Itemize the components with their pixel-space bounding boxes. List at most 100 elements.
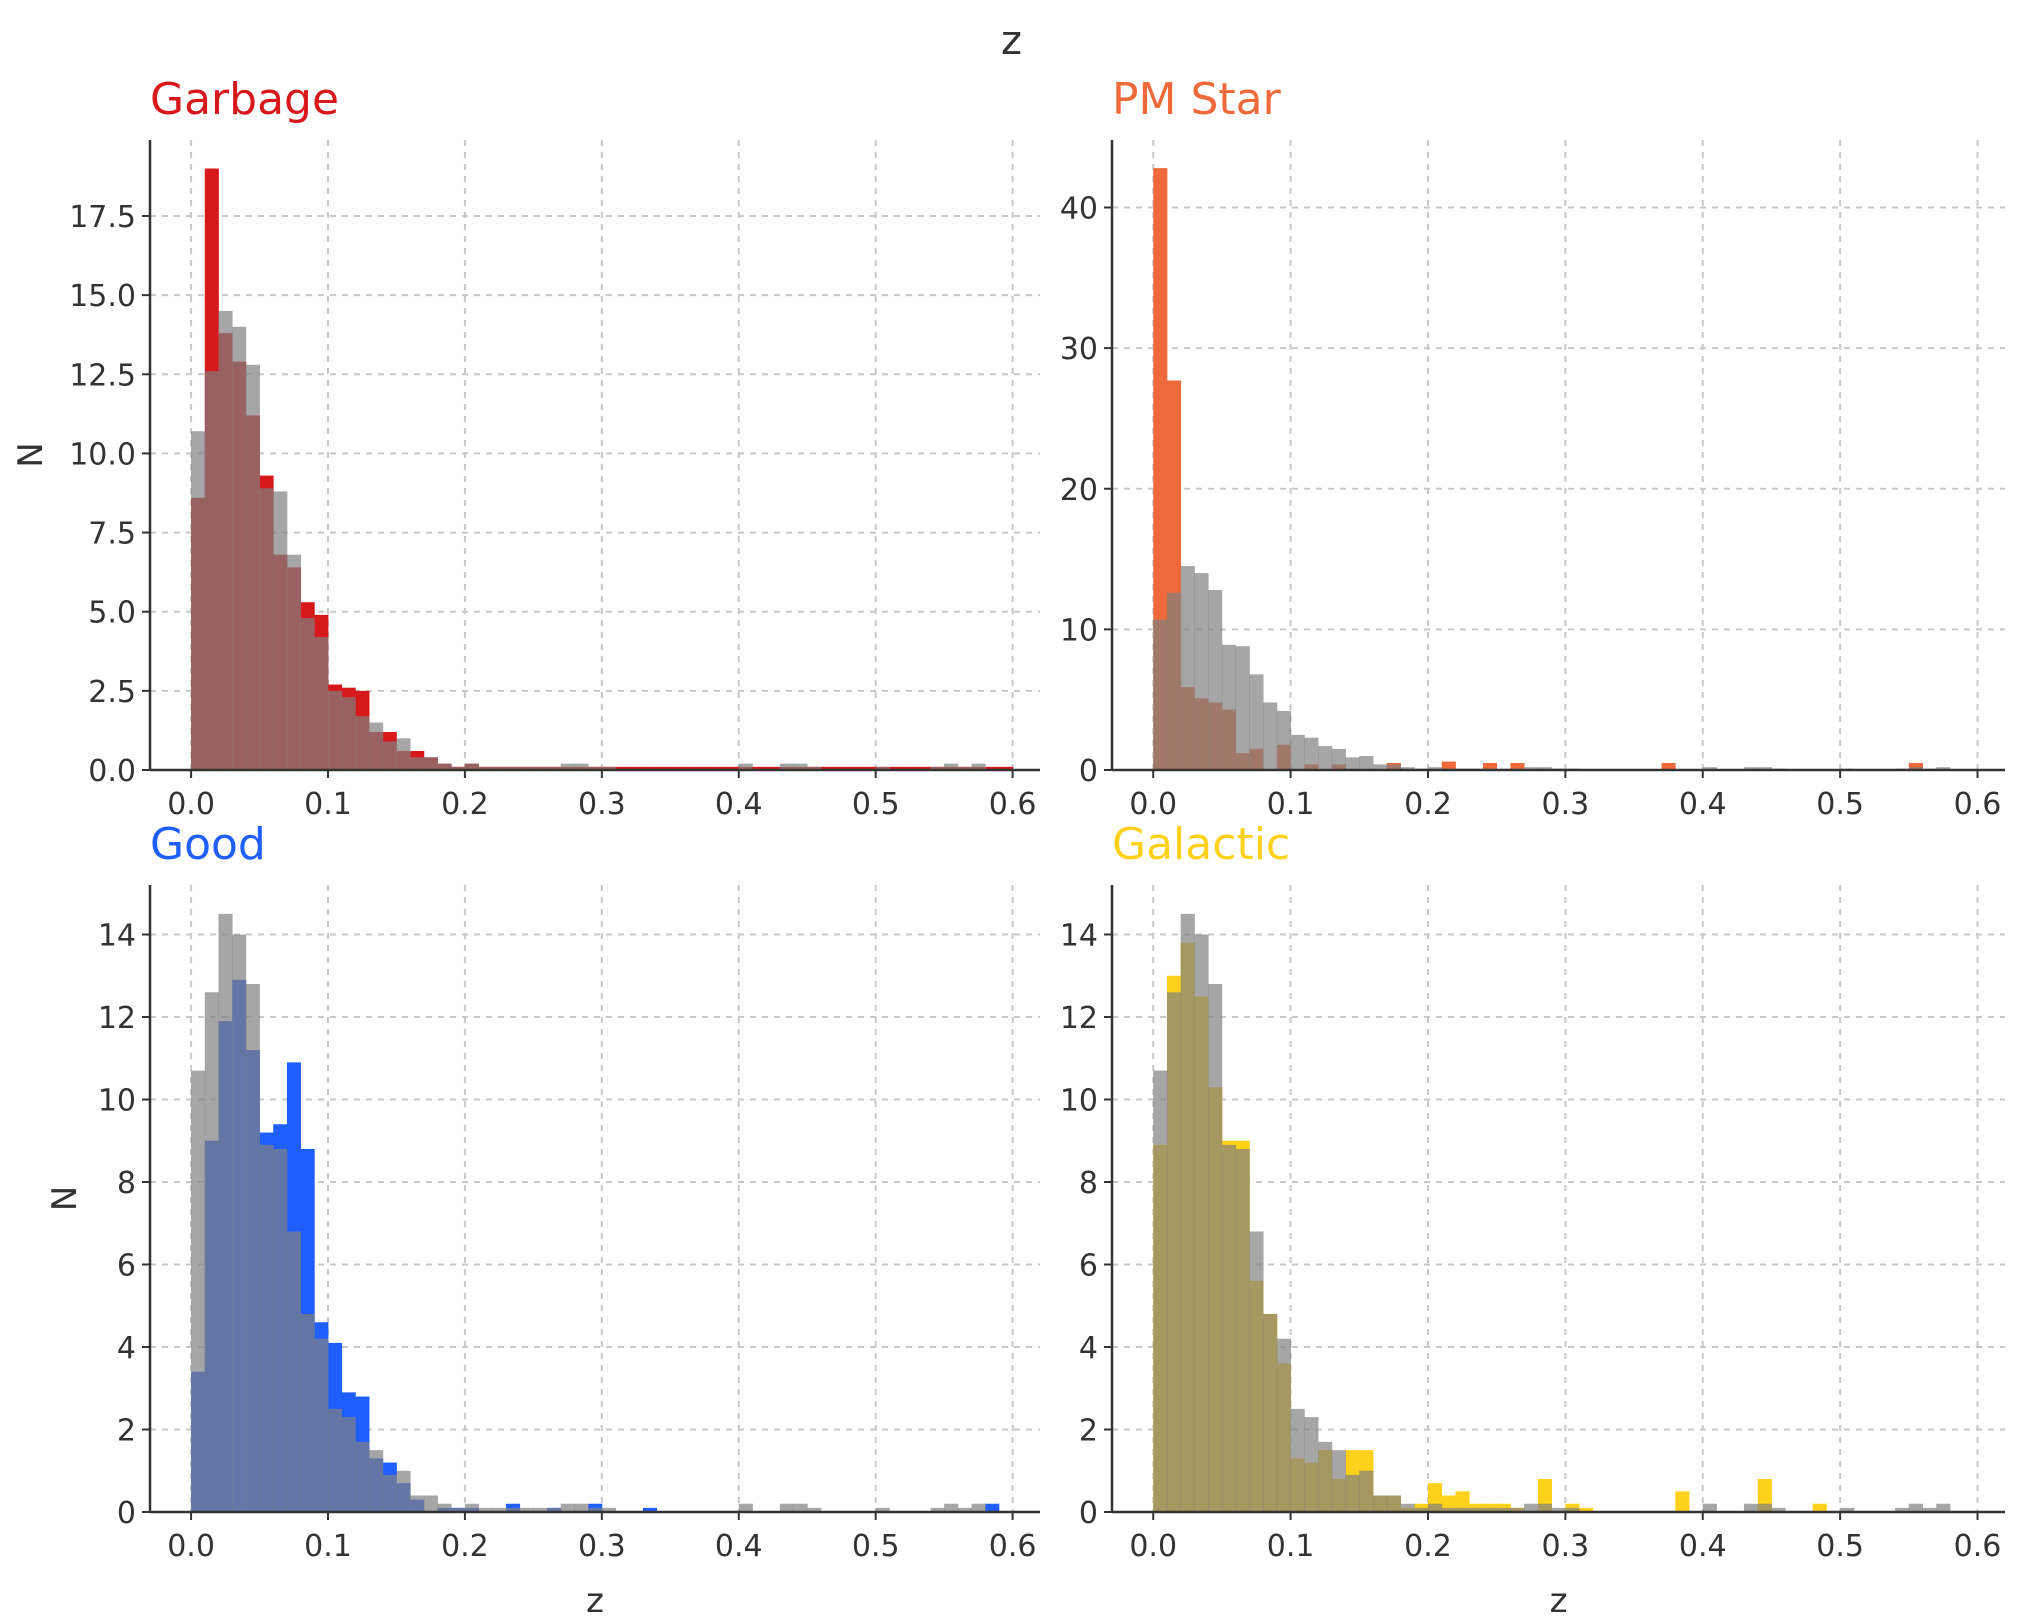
bar-reference-bar-18 (437, 763, 452, 770)
bar-reference-bar-23 (1469, 1507, 1484, 1513)
bar-reference-bar-21 (478, 766, 493, 770)
bar-reference-bar-26 (547, 766, 562, 770)
bar-reference-bar-6 (273, 491, 288, 770)
bar-pm-star-bar-21 (1441, 761, 1456, 770)
xtick-label-6: 0.6 (989, 1529, 1037, 1564)
xtick-label-2: 0.2 (1404, 1529, 1452, 1564)
bar-reference-bar-54 (1895, 1507, 1910, 1513)
ytick-label-7: 17.5 (69, 200, 136, 235)
bar-reference-bar-6 (1235, 646, 1250, 770)
xtick-label-5: 0.5 (852, 1529, 900, 1564)
xtick-label-0: 0.0 (167, 1529, 215, 1564)
bar-reference-bar-4 (1208, 590, 1223, 770)
bar-reference-bar-55 (944, 1503, 959, 1512)
panel-title-good: Good (150, 819, 266, 870)
bar-pm-star-bar-24 (1482, 762, 1498, 770)
bar-reference-bar-3 (232, 326, 247, 770)
bar-reference-bar-14 (1345, 1474, 1360, 1513)
bar-reference-bar-15 (1359, 1470, 1374, 1512)
xtick-label-0: 0.0 (1129, 1529, 1177, 1564)
bar-garbage-bar-42 (766, 766, 781, 770)
xtick-label-4: 0.4 (715, 787, 763, 822)
xtick-label-1: 0.1 (1267, 787, 1315, 822)
ytick-label-3: 7.5 (88, 517, 136, 552)
bar-reference-bar-13 (1331, 748, 1346, 770)
bar-good-bar-23 (506, 1503, 521, 1512)
bar-reference-bar-28 (1537, 1503, 1553, 1512)
bar-reference-bar-14 (382, 741, 397, 770)
bar-reference-bar-20 (464, 1503, 480, 1512)
bar-reference-bar-11 (1304, 737, 1319, 770)
bar-reference-bar-22 (492, 766, 507, 770)
bar-reference-bar-43 (1743, 767, 1759, 770)
xtick-label-5: 0.5 (1816, 1529, 1864, 1564)
xtick-label-5: 0.5 (852, 787, 900, 822)
bar-reference-bar-7 (286, 554, 302, 770)
xtick-label-6: 0.6 (1954, 1529, 2002, 1564)
bar-reference-bar-27 (1524, 767, 1539, 770)
bar-reference-bar-6 (1235, 1149, 1250, 1512)
panel-title-galactic: Galactic (1112, 819, 1290, 870)
bar-reference-bar-54 (930, 766, 945, 770)
bar-reference-bar-18 (1400, 1503, 1415, 1512)
xtick-label-1: 0.1 (304, 1529, 352, 1564)
bar-reference-bar-12 (1318, 746, 1333, 770)
ytick-label-2: 20 (1060, 473, 1098, 508)
bar-reference-bar-15 (396, 1470, 411, 1512)
bar-reference-bar-44 (1757, 1503, 1772, 1512)
bar-reference-bar-43 (779, 1503, 794, 1512)
bar-reference-bar-56 (957, 766, 972, 770)
bar-reference-bar-10 (328, 1408, 343, 1513)
bar-reference-bar-40 (1702, 767, 1717, 770)
bar-garbage-bar-53 (916, 766, 931, 770)
bar-reference-bar-30 (601, 766, 616, 770)
bar-reference-bar-13 (369, 1450, 384, 1513)
ytick-label-4: 40 (1060, 192, 1098, 227)
bar-reference-bar-2 (1180, 913, 1195, 1513)
bar-reference-bar-0 (1153, 619, 1168, 770)
bar-reference-bar-17 (423, 1495, 438, 1512)
bar-pm-star-bar-37 (1661, 762, 1676, 770)
bar-reference-bar-54 (930, 1507, 945, 1513)
bar-reference-bar-25 (533, 766, 548, 770)
bar-reference-bar-26 (547, 1507, 562, 1513)
bar-galactic-bar-30 (1565, 1503, 1580, 1512)
bar-reference-bar-24 (519, 766, 534, 770)
bar-reference-bar-44 (1757, 767, 1772, 770)
ytick-label-5: 10 (98, 1084, 136, 1119)
bar-garbage-bar-35 (670, 766, 685, 770)
ytick-label-0: 0 (117, 1496, 136, 1531)
bar-reference-bar-57 (971, 763, 986, 770)
bar-reference-bar-7 (286, 1231, 302, 1512)
bar-reference-bar-17 (1386, 764, 1401, 771)
bar-garbage-bar-46 (820, 766, 836, 770)
bar-reference-bar-18 (1400, 767, 1415, 770)
bar-reference-bar-2 (218, 310, 233, 770)
bar-reference-bar-25 (1496, 1507, 1511, 1513)
bar-reference-bar-30 (601, 1507, 616, 1513)
bar-reference-bar-40 (1702, 1503, 1717, 1512)
bar-reference-bar-0 (1153, 1070, 1168, 1513)
xtick-label-6: 0.6 (989, 787, 1037, 822)
bar-galactic-bar-31 (1579, 1507, 1594, 1513)
ytick-label-5: 12.5 (69, 358, 136, 393)
bar-reference-bar-50 (875, 1507, 890, 1513)
xtick-label-1: 0.1 (1267, 1529, 1315, 1564)
bar-reference-bar-29 (588, 766, 603, 770)
xtick-label-5: 0.5 (1816, 787, 1864, 822)
bar-reference-bar-16 (410, 757, 425, 770)
bar-pm-star-bar-55 (1908, 762, 1923, 770)
bar-reference-bar-15 (1359, 755, 1374, 770)
bar-garbage-bar-58 (985, 766, 1000, 770)
bar-reference-bar-5 (1221, 1144, 1237, 1513)
bar-reference-bar-9 (1276, 710, 1291, 770)
ytick-label-1: 2 (1079, 1414, 1098, 1449)
bar-garbage-bar-49 (862, 766, 877, 770)
bar-reference-bar-0 (191, 1070, 206, 1513)
bar-reference-bar-3 (1194, 934, 1209, 1512)
bar-reference-bar-11 (341, 1417, 356, 1513)
ytick-label-6: 12 (98, 1001, 136, 1036)
bar-reference-bar-20 (464, 763, 480, 770)
ytick-label-2: 5.0 (88, 596, 136, 631)
